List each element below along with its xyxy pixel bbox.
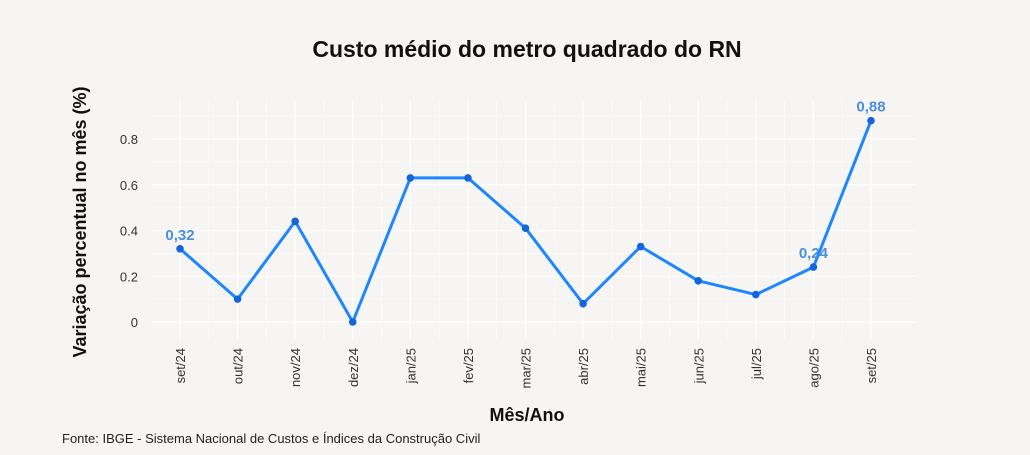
y-tick-label: 0.6 (120, 178, 138, 193)
data-point (406, 174, 415, 182)
x-tick-label: jun/25 (691, 348, 706, 384)
x-tick-label: ago/25 (806, 348, 821, 388)
data-point (233, 295, 242, 303)
y-tick-label: 0.4 (120, 224, 138, 239)
chart-title: Custo médio do metro quadrado do RN (312, 36, 741, 62)
data-point (636, 242, 645, 251)
x-tick-label: out/24 (231, 348, 246, 384)
x-tick-label: mar/25 (519, 348, 534, 388)
x-tick-label: jul/25 (749, 348, 764, 380)
data-labels: 0,32 0,24 0,88 (165, 99, 885, 262)
data-label: 0,24 (799, 245, 829, 262)
source-note: Fonte: IBGE - Sistema Nacional de Custos… (62, 431, 480, 446)
x-tick-label: jan/25 (403, 348, 418, 384)
data-point (176, 245, 184, 253)
y-tick-label: 0 (131, 315, 138, 330)
data-point (521, 224, 530, 233)
data-point (867, 116, 875, 125)
y-tick-label: 0.2 (120, 269, 138, 284)
data-point (464, 174, 472, 182)
data-point (752, 290, 760, 299)
data-point (579, 299, 587, 308)
x-tick-label: mai/25 (634, 348, 649, 387)
data-label: 0,88 (856, 99, 885, 116)
x-tick-label: fev/25 (461, 348, 476, 383)
y-axis-label: Variação percentual no mês (%) (70, 86, 90, 357)
x-tick-label: set/24 (173, 348, 188, 383)
x-tick-label: nov/24 (288, 348, 303, 387)
data-point (291, 217, 299, 226)
x-tick-label: abr/25 (576, 348, 591, 385)
series-points (176, 116, 875, 326)
data-label: 0,32 (165, 227, 194, 244)
x-tick-label: dez/24 (346, 348, 361, 387)
data-point (694, 277, 703, 285)
y-ticks: 0 0.2 0.4 0.6 0.8 (120, 132, 138, 330)
x-axis-label: Mês/Ano (489, 405, 564, 425)
x-ticks: set/24 out/24 nov/24 dez/24 jan/25 fev/25 mar/… (173, 348, 879, 388)
data-point (348, 318, 357, 326)
data-point (809, 263, 818, 271)
x-tick-label: set/25 (864, 348, 879, 383)
y-tick-label: 0.8 (120, 132, 138, 147)
grid (152, 100, 915, 340)
